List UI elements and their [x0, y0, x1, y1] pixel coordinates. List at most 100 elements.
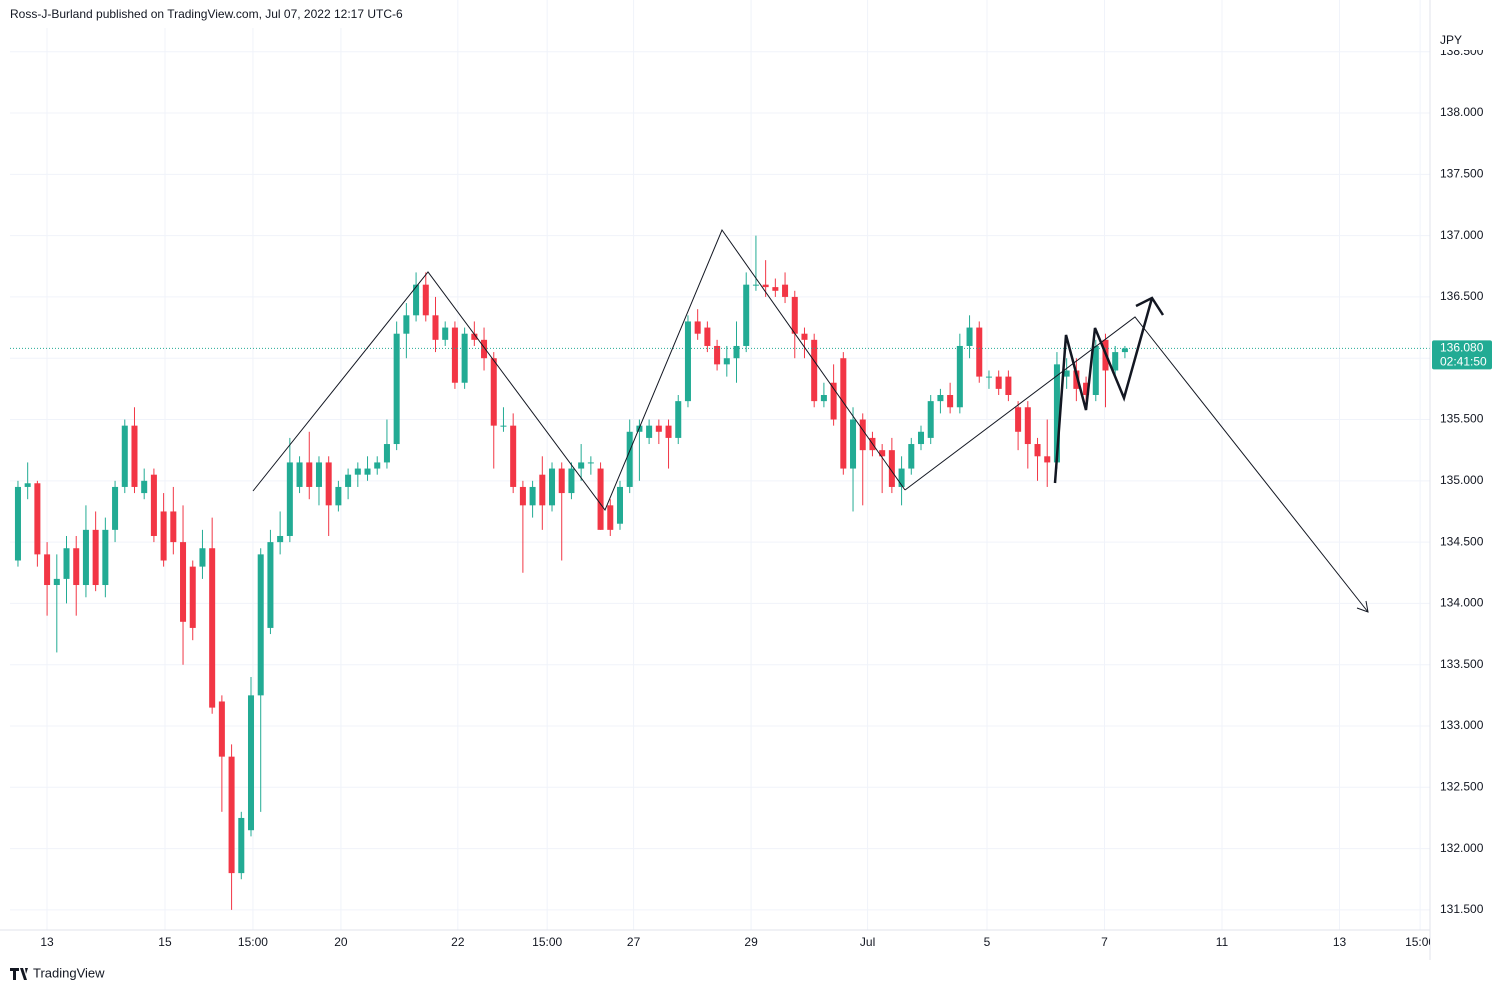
candle-body [180, 542, 187, 622]
candle-body [189, 566, 196, 628]
candles [10, 235, 1430, 910]
last-price-label: 136.080 [1440, 341, 1484, 355]
x-tick-label: 15 [158, 935, 172, 949]
candle-body [782, 284, 789, 297]
drawings [252, 228, 1369, 613]
candle-body [655, 425, 662, 432]
candle-body [743, 284, 750, 346]
candle-body [1024, 407, 1031, 445]
candle-body [665, 425, 672, 438]
candle-body [772, 287, 779, 291]
candle-body [626, 431, 633, 487]
arrow-head [1135, 296, 1165, 316]
header-text: Ross-J-Burland published on TradingView.… [10, 7, 403, 21]
y-tick-label: 137.500 [1440, 167, 1484, 181]
x-tick-label: 15:00 [1405, 935, 1435, 949]
candle-body [762, 284, 769, 288]
candle-body [1053, 364, 1060, 463]
candle-body [752, 284, 759, 286]
x-tick-label: 7 [1101, 935, 1108, 949]
candle-body [413, 284, 420, 316]
candle-body [733, 345, 740, 359]
candle-body [578, 462, 585, 469]
candle-body [908, 444, 915, 469]
candle-body [354, 468, 361, 475]
candle-body [374, 462, 381, 469]
candle-body [801, 333, 808, 340]
candle-body [568, 468, 575, 494]
y-tick-label: 137.000 [1440, 228, 1484, 242]
candle-body [335, 486, 342, 506]
candle-body [529, 486, 536, 506]
candle-body [277, 535, 284, 543]
candle-body [306, 462, 313, 487]
candle-body [364, 468, 371, 475]
candle-body [1015, 407, 1022, 432]
x-axis-labels: 13 15 15:00 20 22 15:00 27 29 Jul 5 7 11 13 15:00 [40, 935, 1435, 949]
candle-body [1092, 345, 1099, 395]
candle-body [539, 474, 546, 506]
x-tick-label: 5 [984, 935, 991, 949]
candle-body [830, 382, 837, 420]
candle-body [616, 486, 623, 524]
candle-body [403, 315, 410, 334]
candle-body [510, 425, 517, 487]
candle-body [238, 817, 245, 874]
y-tick-label: 133.500 [1440, 657, 1484, 671]
candle-body [704, 327, 711, 346]
candle-body [73, 548, 80, 586]
candle-body [471, 333, 478, 340]
candle-body [286, 462, 293, 536]
candle-body [160, 511, 167, 561]
x-tick-label: 11 [1216, 935, 1229, 949]
candle-body [24, 483, 31, 487]
arrow-head [1356, 600, 1369, 613]
candle-body [917, 431, 925, 445]
candle-body [112, 486, 119, 530]
currency-label: JPY [1440, 33, 1462, 47]
y-tick-label: 135.500 [1440, 412, 1484, 426]
candle-body [34, 483, 41, 555]
candle-body [44, 554, 51, 586]
candle-body [102, 529, 109, 586]
candle-body [170, 511, 177, 543]
candle-body [141, 480, 148, 494]
trend-line [904, 316, 1369, 613]
candle-body [976, 327, 983, 377]
candle-body [820, 394, 827, 402]
candle-body [63, 548, 70, 579]
candle-body [82, 529, 89, 586]
candle-body [1005, 376, 1012, 395]
candle-body [383, 444, 390, 463]
candle-body [811, 339, 818, 402]
candle-body [345, 474, 352, 487]
countdown-label: 02:41:50 [1440, 355, 1487, 369]
candle-body [1044, 456, 1051, 463]
axes: 131.500 132.000 132.500 133.000 133.500 134.0… [40, 44, 1492, 949]
candle-body [393, 333, 400, 445]
candle-body [927, 401, 934, 438]
candle-body [985, 376, 992, 378]
candle-body [1112, 352, 1119, 371]
candle-body [995, 376, 1002, 389]
header-bg [0, 0, 400, 28]
candle-body [481, 339, 488, 359]
candle-body [879, 450, 886, 457]
y-tick-label: 138.000 [1440, 105, 1484, 119]
candle-body [646, 425, 653, 438]
candle-body [1073, 370, 1080, 389]
candle-body [14, 486, 21, 561]
candle-body [937, 394, 944, 402]
candle-body [947, 394, 954, 408]
candle-body [315, 462, 322, 487]
candle-body [519, 486, 526, 506]
candle-body [442, 327, 449, 340]
candle-body [558, 468, 565, 494]
candle-body [218, 701, 225, 757]
candle-body [898, 468, 905, 487]
y-tick-label: 136.500 [1440, 289, 1484, 303]
candle-body [1121, 348, 1128, 353]
x-tick-label: 13 [1333, 935, 1347, 949]
candle-body [131, 425, 138, 487]
